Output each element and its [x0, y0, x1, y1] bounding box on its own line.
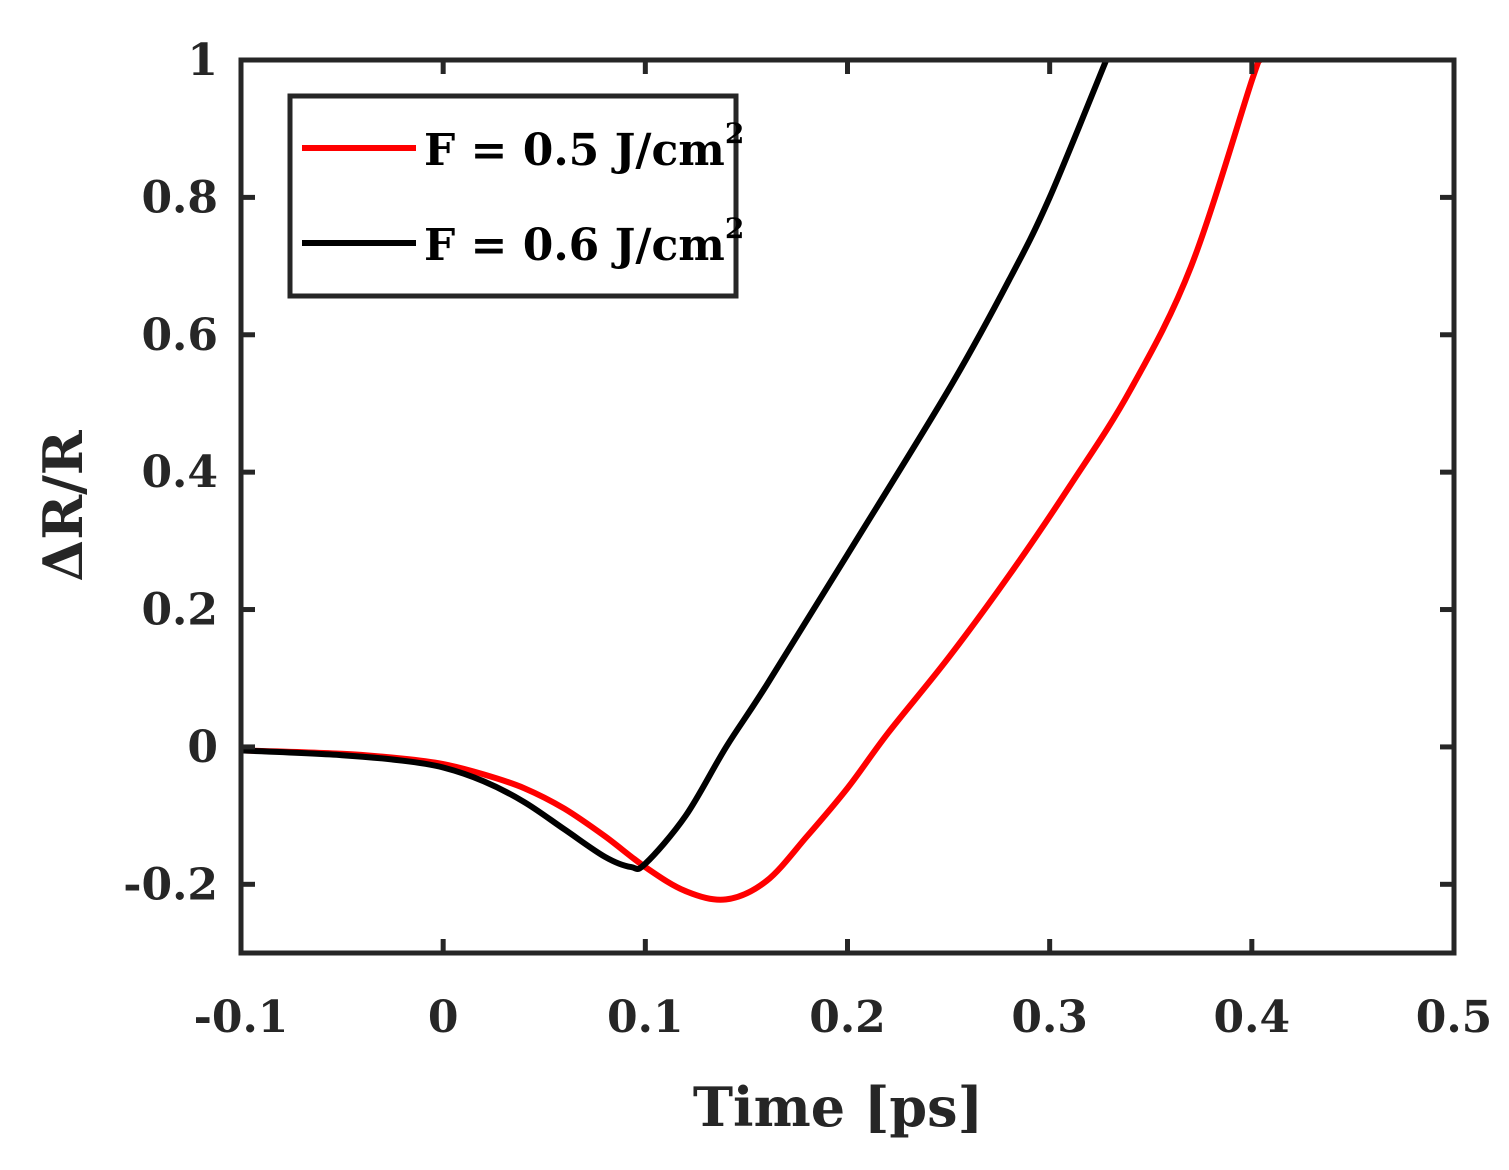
x-tick-label: 0.3 — [1011, 992, 1088, 1043]
x-tick-label: 0.5 — [1416, 992, 1493, 1043]
y-tick-label: 0.2 — [141, 585, 218, 636]
x-tick-label: -0.1 — [194, 992, 289, 1043]
x-tick-label: 0.1 — [607, 992, 684, 1043]
x-tick-labels: -0.1 0 0.1 0.2 0.3 0.4 0.5 — [194, 992, 1493, 1043]
series-line-0 — [241, 60, 1263, 903]
legend-label-series-1: F = 0.6 J/cm2 — [424, 212, 744, 271]
y-tick-label: 0.6 — [141, 310, 218, 361]
y-tick-labels: -0.2 0 0.2 0.4 0.6 0.8 1 — [123, 35, 218, 910]
y-axis-label: ΔR/R — [31, 429, 95, 581]
series-line-1 — [241, 60, 1110, 873]
x-tick-label: 0.2 — [809, 992, 886, 1043]
axes-box — [238, 57, 1457, 956]
plot-area — [241, 60, 1263, 903]
y-tick-label: 0.8 — [141, 172, 218, 223]
legend-label-series-0: F = 0.5 J/cm2 — [424, 117, 744, 176]
y-tick-label: 0 — [187, 722, 218, 773]
series-layer — [241, 60, 1263, 903]
x-tick-label: 0 — [428, 992, 459, 1043]
legend-box — [287, 93, 739, 299]
y-tick-label: 0.4 — [141, 447, 218, 498]
y-tick-label: -0.2 — [123, 859, 218, 910]
x-axis-label: Time [ps] — [693, 1075, 983, 1139]
x-tick-label: 0.4 — [1214, 992, 1291, 1043]
legend: F = 0.5 J/cm2 F = 0.6 J/cm2 — [287, 93, 744, 299]
y-tick-label: 1 — [187, 35, 218, 86]
